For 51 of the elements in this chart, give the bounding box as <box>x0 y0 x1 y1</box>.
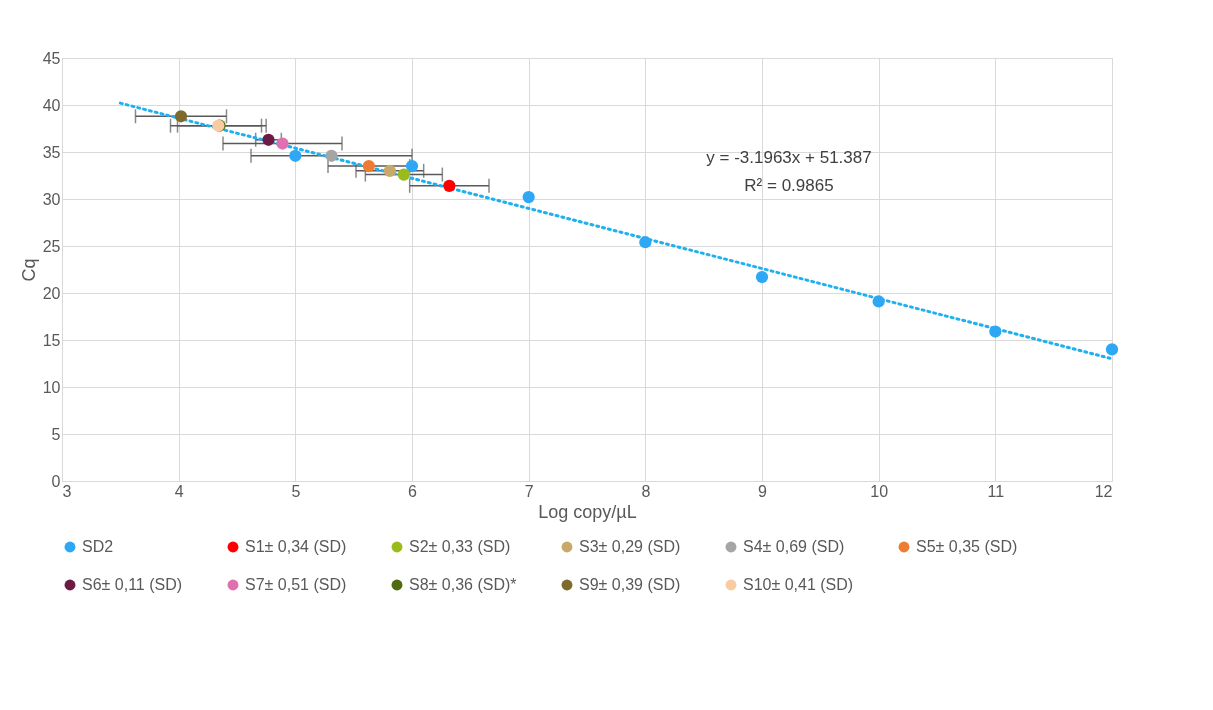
x-tick-label: 6 <box>408 482 418 500</box>
y-tick-label: 35 <box>42 143 61 161</box>
x-tick-label: 4 <box>174 482 184 500</box>
legend-label: S6± 0,11 (SD) <box>82 576 183 593</box>
y-axis-title: Cq <box>18 258 39 282</box>
y-tick-label: 5 <box>51 425 61 443</box>
x-tick-label: 7 <box>524 482 534 500</box>
point <box>362 159 375 173</box>
point <box>755 270 769 284</box>
legend-label: S8± 0,36 (SD)* <box>409 576 517 593</box>
point <box>872 295 885 308</box>
x-tick-label: 5 <box>291 482 301 500</box>
legend-label: S9± 0,39 (SD) <box>579 576 681 593</box>
legend-label: S1± 0,34 (SD) <box>245 538 347 555</box>
x-axis-title: Log copy/µL <box>538 501 637 522</box>
y-tick-label: 30 <box>42 190 61 208</box>
point <box>443 179 456 192</box>
point <box>325 149 338 162</box>
y-tick-label: 0 <box>51 472 61 490</box>
x-tick-label: 9 <box>758 482 768 500</box>
legend-label: S3± 0,29 (SD) <box>579 538 681 555</box>
y-tick-label: 10 <box>42 378 61 396</box>
point <box>174 110 188 123</box>
legend-label: S2± 0,33 (SD) <box>409 538 511 555</box>
point <box>639 236 652 249</box>
point <box>262 133 275 146</box>
legend-label: S10± 0,41 (SD) <box>743 576 854 593</box>
point <box>289 149 302 162</box>
point <box>405 159 419 173</box>
x-tick-label: 11 <box>987 482 1005 500</box>
x-tick-label: 10 <box>870 482 889 500</box>
y-tick-label: 25 <box>42 237 61 255</box>
legend-label: SD2 <box>82 538 114 555</box>
y-tick-label: 45 <box>42 49 61 67</box>
x-tick-label: 12 <box>1094 482 1113 500</box>
point <box>522 191 535 204</box>
point <box>1105 343 1119 356</box>
x-tick-label: 3 <box>62 482 72 500</box>
point <box>383 164 396 177</box>
legend-label: S7± 0,51 (SD) <box>245 576 347 593</box>
x-tick-label: 8 <box>641 482 651 500</box>
annotation: R² = 0.9865 <box>744 176 834 195</box>
y-tick-label: 20 <box>42 284 61 302</box>
y-tick-label: 40 <box>42 96 61 114</box>
point <box>989 325 1002 338</box>
y-tick-label: 15 <box>42 331 61 349</box>
annotation: y = -3.1963x + 51.387 <box>706 148 872 167</box>
point <box>397 168 410 181</box>
point <box>276 137 289 150</box>
legend-label: S5± 0,35 (SD) <box>916 538 1018 555</box>
legend-label: S4± 0,69 (SD) <box>743 538 845 555</box>
